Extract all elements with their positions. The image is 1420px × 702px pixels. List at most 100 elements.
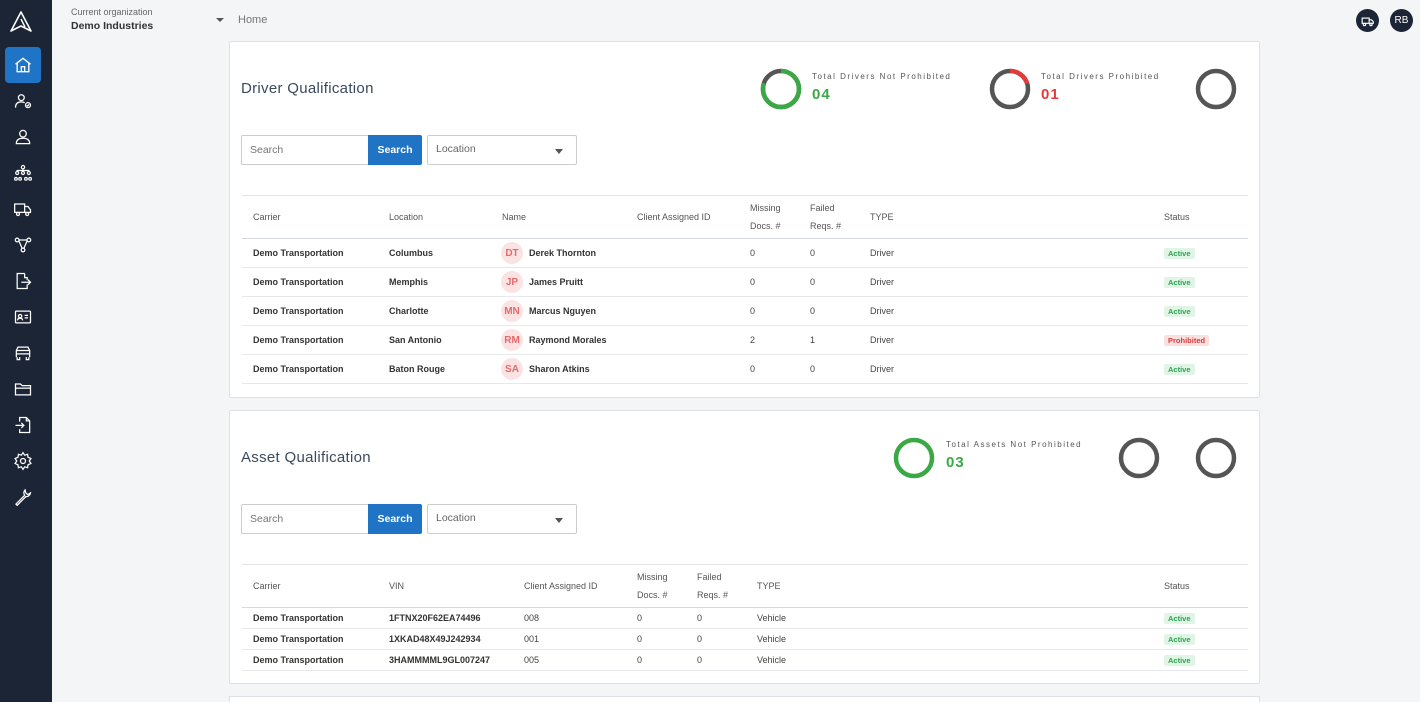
logo-icon[interactable]: [9, 10, 33, 34]
breadcrumb[interactable]: Home: [238, 14, 268, 26]
missing-cell: 0: [739, 267, 799, 297]
network-icon: [14, 237, 32, 253]
column-header[interactable]: Status: [1164, 581, 1190, 591]
nav-home[interactable]: [5, 47, 41, 83]
status-badge: Active: [1164, 247, 1195, 259]
section-title: Asset Qualification: [241, 449, 371, 466]
driver-name[interactable]: Raymond Morales: [529, 335, 607, 345]
driver-qualification-card: Driver Qualification Total Drivers Not P…: [229, 41, 1260, 398]
location-select[interactable]: Location: [427, 504, 577, 534]
search-input[interactable]: [241, 504, 368, 534]
client-id-cell: 001: [513, 628, 626, 650]
nav-organization[interactable]: [5, 155, 41, 191]
chevron-down-icon[interactable]: [216, 18, 224, 22]
nav-settings[interactable]: [5, 443, 41, 479]
vin-cell[interactable]: 3HAMMMML9GL007247: [378, 649, 513, 671]
column-header[interactable]: Missing Docs. #: [739, 196, 799, 239]
table-row[interactable]: Demo Transportation San Antonio RM Raymon…: [242, 325, 1248, 355]
column-header[interactable]: Carrier: [253, 581, 281, 591]
column-header[interactable]: Failed Reqs. #: [799, 196, 859, 239]
search-button[interactable]: Search: [368, 135, 422, 165]
column-header[interactable]: Status: [1164, 212, 1190, 222]
chevron-down-icon: [555, 518, 563, 523]
column-header[interactable]: Location: [389, 212, 424, 222]
name-cell: JP James Pruitt: [491, 267, 626, 297]
table-row[interactable]: Demo Transportation 1FTNX20F62EA74496 00…: [242, 607, 1248, 629]
page-title: Driver Qualification: [241, 80, 374, 97]
column-header[interactable]: TYPE: [870, 212, 894, 222]
header-line: Missing: [637, 572, 668, 582]
table-row[interactable]: Demo Transportation 3HAMMMML9GL007247 00…: [242, 649, 1248, 671]
header-line: Failed: [810, 203, 835, 213]
donut-chart: [893, 437, 935, 479]
nav-carriers[interactable]: [5, 191, 41, 227]
column-header[interactable]: Client Assigned ID: [637, 212, 711, 222]
nav-id-cards[interactable]: [5, 299, 41, 335]
organization-name: Demo Industries: [71, 20, 154, 32]
user-avatar[interactable]: RB: [1390, 9, 1413, 32]
search-input[interactable]: [241, 135, 368, 165]
location-select[interactable]: Location: [427, 135, 577, 165]
column-header[interactable]: Client Assigned ID: [524, 581, 598, 591]
nav-network[interactable]: [5, 227, 41, 263]
driver-name[interactable]: Sharon Atkins: [529, 364, 590, 374]
nav-exports[interactable]: [5, 263, 41, 299]
status-badge: Active: [1164, 633, 1195, 645]
avatar: JP: [501, 271, 523, 293]
nav-documents[interactable]: [5, 371, 41, 407]
drivers-table: Carrier Location Name Client Assigned ID…: [242, 195, 1248, 384]
missing-cell: 0: [626, 607, 686, 629]
table-row[interactable]: Demo Transportation Columbus DT Derek Tho…: [242, 238, 1248, 268]
nav-imports[interactable]: [5, 407, 41, 443]
vin-cell[interactable]: 1FTNX20F62EA74496: [378, 607, 513, 629]
driver-name[interactable]: Marcus Nguyen: [529, 306, 597, 316]
stat-value: 01: [1041, 86, 1060, 103]
organization-selector[interactable]: Current organization Demo Industries: [71, 7, 153, 32]
missing-cell: 0: [626, 649, 686, 671]
nav-vehicles[interactable]: [5, 335, 41, 371]
column-header[interactable]: TYPE: [757, 581, 781, 591]
column-header[interactable]: Missing Docs. #: [626, 565, 686, 608]
table-row[interactable]: Demo Transportation Baton Rouge SA Sharon…: [242, 354, 1248, 384]
table-row[interactable]: Demo Transportation Charlotte MN Marcus N…: [242, 296, 1248, 326]
nav-driver-qualification[interactable]: [5, 83, 41, 119]
failed-cell: 0: [799, 296, 859, 326]
type-cell: Driver: [859, 354, 1153, 384]
carrier-cell: Demo Transportation: [242, 607, 378, 629]
table-row[interactable]: Demo Transportation 1XKAD48X49J242934 00…: [242, 628, 1248, 650]
donut-chart-empty: [1118, 437, 1160, 479]
failed-cell: 0: [686, 649, 746, 671]
location-cell: Charlotte: [378, 296, 491, 326]
header-line: Reqs. #: [697, 590, 729, 600]
nav-tools[interactable]: [5, 479, 41, 515]
vehicle-icon: [15, 346, 31, 361]
status-cell: Active: [1153, 649, 1248, 671]
driver-name[interactable]: James Pruitt: [529, 277, 584, 287]
search-button[interactable]: Search: [368, 504, 422, 534]
status-cell: Active: [1153, 296, 1248, 326]
table-row[interactable]: Demo Transportation Memphis JP James Prui…: [242, 267, 1248, 297]
truck-avatar-icon[interactable]: [1356, 9, 1379, 32]
folder-icon: [14, 383, 32, 396]
status-cell: Active: [1153, 354, 1248, 384]
donut-chart-empty: [1195, 68, 1237, 110]
failed-cell: 0: [799, 354, 859, 384]
column-header[interactable]: Name: [502, 212, 527, 222]
column-header[interactable]: VIN: [389, 581, 405, 591]
failed-cell: 0: [799, 267, 859, 297]
column-header[interactable]: Carrier: [253, 212, 281, 222]
carrier-cell: Demo Transportation: [242, 354, 378, 384]
avatar: DT: [501, 242, 523, 264]
vin-cell[interactable]: 1XKAD48X49J242934: [378, 628, 513, 650]
driver-name[interactable]: Derek Thornton: [529, 248, 597, 258]
nav-users[interactable]: [5, 119, 41, 155]
location-cell: San Antonio: [378, 325, 491, 355]
client-id-cell: [626, 238, 739, 268]
client-id-cell: [626, 296, 739, 326]
wrench-icon: [15, 488, 32, 507]
avatar: RM: [501, 329, 523, 351]
stat-label: Total Drivers Prohibited: [1041, 72, 1160, 81]
column-header[interactable]: Failed Reqs. #: [686, 565, 746, 608]
carrier-cell: Demo Transportation: [242, 325, 378, 355]
header-line: Docs. #: [637, 590, 668, 600]
